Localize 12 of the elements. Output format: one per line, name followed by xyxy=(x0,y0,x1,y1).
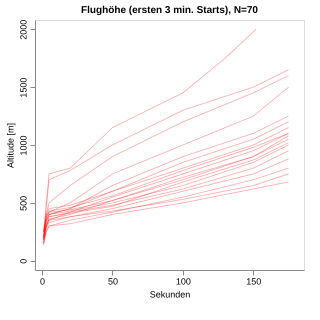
chart-title: Flughöhe (ersten 3 min. Starts), N=70 xyxy=(81,5,258,16)
x-tick-label: 150 xyxy=(246,276,262,286)
x-tick-label: 50 xyxy=(108,276,118,286)
x-tick-label: 0 xyxy=(40,276,46,286)
x-tick-label: 100 xyxy=(176,276,191,286)
y-tick-label: 500 xyxy=(18,196,28,211)
y-tick-label: 0 xyxy=(18,258,28,264)
y-tick-label: 1500 xyxy=(18,78,28,98)
y-tick-label: 2000 xyxy=(18,20,28,40)
y-axis-title: Altitude [m] xyxy=(6,122,16,168)
x-axis-title: Sekunden xyxy=(150,290,190,300)
y-tick-label: 1000 xyxy=(18,135,28,156)
